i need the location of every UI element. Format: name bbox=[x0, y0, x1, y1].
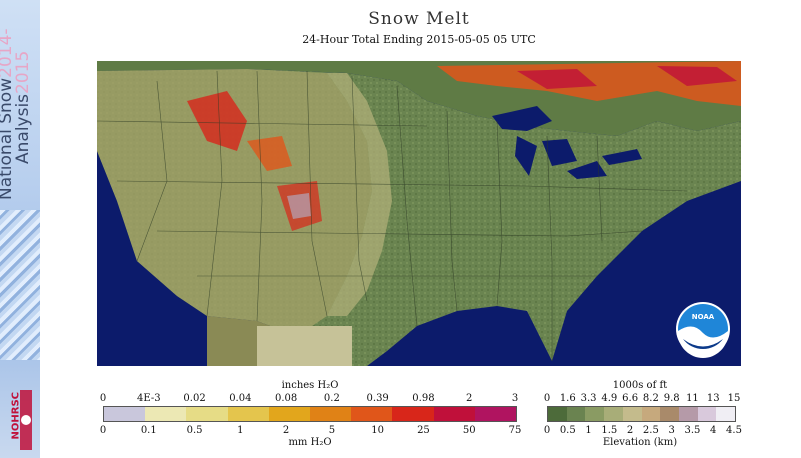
strip-title: National Snow2014- Analysis2015 bbox=[0, 0, 38, 200]
melt-legend-colorbar bbox=[103, 406, 517, 422]
legend-tick: 1 bbox=[585, 425, 592, 436]
page-title: Snow Melt bbox=[368, 9, 470, 29]
melt-rockies bbox=[187, 91, 247, 151]
legend-tick: 4.5 bbox=[726, 425, 742, 436]
noaa-logo-icon bbox=[676, 302, 730, 358]
great-lakes bbox=[492, 106, 642, 179]
legend-tick: 0 bbox=[99, 425, 107, 436]
legend-tick: 2 bbox=[466, 393, 473, 404]
legend-swatch bbox=[678, 407, 698, 421]
legend-tick: 0.1 bbox=[140, 425, 157, 436]
legend-tick: 0.2 bbox=[323, 393, 340, 404]
legend-tick: 0 bbox=[99, 393, 107, 404]
legend-swatch bbox=[104, 407, 146, 421]
legend-tick: 11 bbox=[686, 393, 699, 404]
legend-tick: 10 bbox=[371, 425, 385, 436]
legend-tick: 25 bbox=[417, 425, 430, 436]
legend-tick: 1 bbox=[237, 425, 244, 436]
legend-swatch bbox=[351, 407, 393, 421]
western-terrain bbox=[97, 69, 372, 336]
legend-tick: 0.5 bbox=[186, 425, 203, 436]
nohrsc-logo-icon bbox=[20, 390, 32, 450]
legend-tick: 0.5 bbox=[559, 425, 576, 436]
legend-tick: 8.2 bbox=[642, 393, 659, 404]
elev-legend-top-label: 1000s of ft bbox=[612, 380, 668, 391]
legend-tick: 5 bbox=[328, 425, 336, 436]
ice-texture bbox=[0, 210, 40, 360]
noaa-logo-text: NOAA bbox=[691, 313, 715, 321]
legend-tick: 0.98 bbox=[412, 393, 435, 404]
legend-tick: 3.5 bbox=[684, 425, 701, 436]
legend-swatch bbox=[585, 407, 605, 421]
melt-wyoming bbox=[247, 136, 292, 171]
masked-region bbox=[257, 326, 352, 366]
melt-legend-top-label: inches H₂O bbox=[281, 380, 339, 391]
legend-tick: 4E-3 bbox=[136, 393, 161, 404]
legend-tick: 0.39 bbox=[366, 393, 389, 404]
legend-tick: 50 bbox=[462, 425, 476, 436]
nohrsc-logo-text: NOHRSC bbox=[10, 392, 22, 440]
legend-swatch bbox=[548, 407, 567, 421]
legend-swatch bbox=[227, 407, 269, 421]
state-boundaries bbox=[97, 70, 688, 361]
legend-swatch bbox=[660, 407, 679, 421]
legend-swatch bbox=[145, 407, 187, 421]
legend-swatch bbox=[604, 407, 623, 421]
legend-swatch bbox=[622, 407, 642, 421]
page-subtitle: 24-Hour Total Ending 2015-05-05 05 UTC bbox=[302, 33, 536, 46]
legend-swatch bbox=[697, 407, 717, 421]
legend-swatch bbox=[392, 407, 434, 421]
melt-north-dark bbox=[517, 66, 737, 89]
legend-tick: 0.08 bbox=[274, 393, 298, 404]
branding-strip: National Snow2014- Analysis2015 NOHRSC bbox=[0, 0, 40, 458]
legend-tick: 2 bbox=[626, 425, 634, 436]
legend-tick: 4.9 bbox=[601, 393, 618, 404]
plains-band bbox=[327, 73, 392, 316]
melt-colorado-high bbox=[287, 193, 311, 219]
legend-tick: 1.5 bbox=[601, 425, 618, 436]
legend-tick: 3 bbox=[668, 425, 675, 436]
legend-swatch bbox=[566, 407, 586, 421]
legend-swatch bbox=[310, 407, 352, 421]
legend-tick: 9.8 bbox=[663, 393, 680, 404]
legend-tick: 0.04 bbox=[229, 393, 252, 404]
strip-title-line2: Analysis bbox=[13, 93, 33, 164]
legend-tick: 4 bbox=[710, 425, 717, 436]
legend-swatch bbox=[474, 407, 517, 421]
legend-tick: 0.02 bbox=[183, 393, 206, 404]
legend-tick: 2 bbox=[282, 425, 290, 436]
legend-swatch bbox=[716, 407, 736, 421]
melt-legend-bottom-label: mm H₂O bbox=[288, 437, 332, 448]
legend-tick: 0 bbox=[543, 393, 551, 404]
legend-tick: 13 bbox=[706, 393, 720, 404]
legend-tick: 75 bbox=[508, 425, 522, 436]
legend-tick: 1.6 bbox=[559, 393, 576, 404]
legend-swatch bbox=[433, 407, 475, 421]
legend-tick: 6.6 bbox=[622, 393, 639, 404]
strip-year-line2: 2015 bbox=[13, 50, 33, 94]
legend-tick: 3 bbox=[511, 393, 519, 404]
legend-swatch bbox=[268, 407, 311, 421]
elev-legend-bottom-label: Elevation (km) bbox=[602, 437, 678, 448]
legend-tick: 0 bbox=[543, 425, 551, 436]
elev-legend-colorbar bbox=[547, 406, 736, 422]
legend-tick: 15 bbox=[727, 393, 741, 404]
snow-melt-map: NOAA bbox=[97, 61, 741, 366]
map-graphic bbox=[97, 61, 741, 366]
legend-swatch bbox=[186, 407, 228, 421]
legend-tick: 2.5 bbox=[642, 425, 659, 436]
legend-swatch bbox=[641, 407, 661, 421]
legend-tick: 3.3 bbox=[580, 393, 597, 404]
